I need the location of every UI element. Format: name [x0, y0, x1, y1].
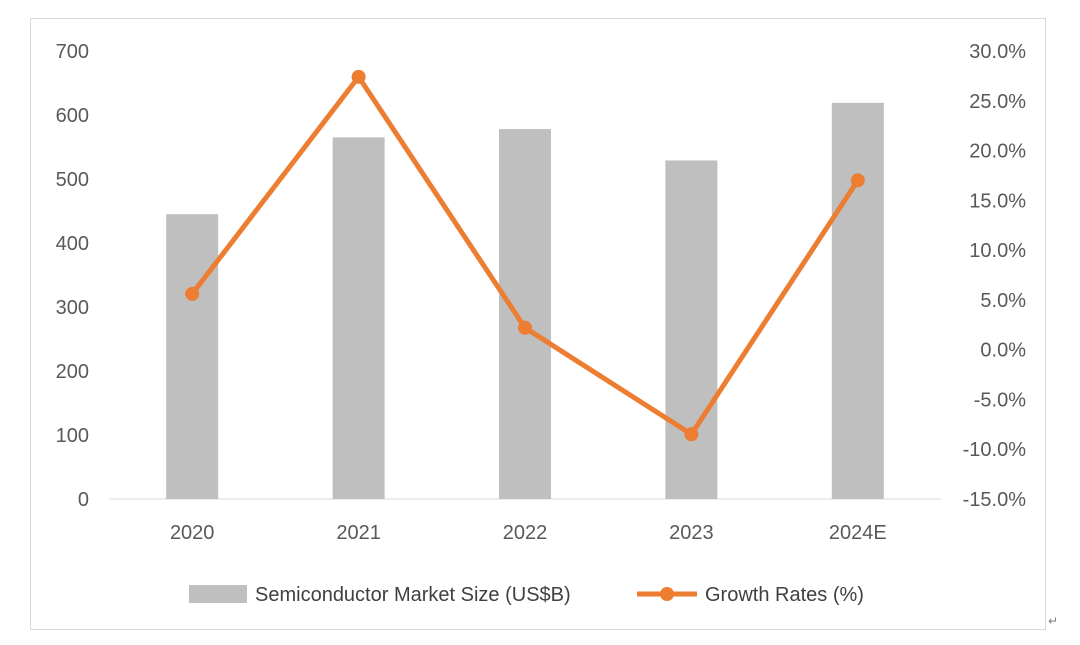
growth-point-2021	[351, 69, 366, 84]
left-axis-tick-label: 300	[56, 297, 89, 319]
x-axis-tick-label: 2020	[170, 522, 215, 544]
right-axis-tick-label: -5.0%	[974, 389, 1026, 411]
legend: Semiconductor Market Size (US$B) Growth …	[189, 584, 864, 606]
right-axis-tick-label: 0.0%	[980, 340, 1026, 362]
left-axis-tick-label: 600	[56, 105, 89, 127]
right-axis-tick-label: 5.0%	[980, 290, 1026, 312]
left-axis-tick-label: 400	[56, 233, 89, 255]
chart-frame: 0 100 200 300 400 500 600 700 -15.0% -10.0% -5.0%…	[30, 18, 1046, 630]
right-axis-tick-label: 30.0%	[969, 41, 1026, 63]
left-axis-ticks: 0 100 200 300 400 500 600 700	[56, 41, 89, 511]
bar-series	[166, 102, 884, 499]
left-axis-tick-label: 500	[56, 169, 89, 191]
growth-point-2023	[684, 427, 699, 442]
bar-2024E	[831, 102, 884, 499]
right-axis-tick-label: 10.0%	[969, 240, 1026, 262]
growth-point-2020	[185, 286, 200, 301]
paragraph-mark: ↵	[1048, 614, 1059, 628]
x-axis-ticks: 2020 2021 2022 2023 2024E	[170, 522, 887, 544]
bar-2023	[665, 160, 718, 499]
right-axis-tick-label: 25.0%	[969, 91, 1026, 113]
left-axis-tick-label: 700	[56, 41, 89, 63]
right-axis-tick-label: -10.0%	[963, 439, 1027, 461]
right-axis-tick-label: 15.0%	[969, 190, 1026, 212]
combo-chart: 0 100 200 300 400 500 600 700 -15.0% -10.0% -5.0%…	[56, 41, 1027, 606]
x-axis-tick-label: 2021	[336, 522, 381, 544]
right-axis-tick-label: -15.0%	[963, 489, 1027, 511]
legend-line-marker	[660, 587, 674, 601]
legend-line-label: Growth Rates (%)	[705, 584, 864, 606]
line-series	[185, 69, 865, 442]
x-axis-tick-label: 2024E	[829, 522, 887, 544]
legend-bar-swatch	[189, 585, 247, 603]
bar-2021	[332, 137, 385, 499]
bar-2020	[166, 214, 219, 499]
left-axis-tick-label: 0	[78, 489, 89, 511]
left-axis-tick-label: 200	[56, 361, 89, 383]
right-axis-tick-label: 20.0%	[969, 141, 1026, 163]
x-axis-tick-label: 2023	[669, 522, 714, 544]
x-axis-tick-label: 2022	[503, 522, 548, 544]
left-axis-tick-label: 100	[56, 425, 89, 447]
growth-point-2024E	[850, 173, 865, 188]
bar-2022	[499, 129, 551, 499]
right-axis-ticks: -15.0% -10.0% -5.0% 0.0% 5.0% 10.0% 15.0% 20.0%…	[963, 41, 1027, 511]
growth-point-2022	[518, 320, 532, 335]
legend-bar-label: Semiconductor Market Size (US$B)	[255, 584, 571, 606]
